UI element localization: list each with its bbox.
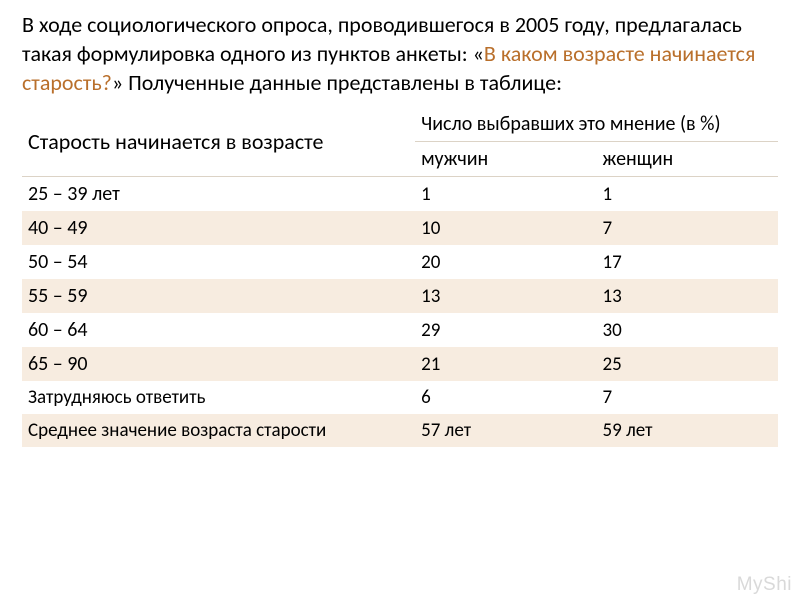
row-label: 55 – 59 bbox=[22, 279, 415, 313]
survey-table: Старость начинается в возрасте Число выб… bbox=[22, 107, 778, 447]
row-label: 40 – 49 bbox=[22, 211, 415, 245]
table-row: 65 – 90 21 25 bbox=[22, 347, 778, 381]
footer-label: Среднее значение возраста старости bbox=[22, 414, 415, 447]
row-women: 30 bbox=[597, 313, 778, 347]
row-women: 7 bbox=[597, 211, 778, 245]
row-women: 17 bbox=[597, 245, 778, 279]
footer-women: 7 bbox=[597, 381, 778, 414]
table-row: 25 – 39 лет 1 1 bbox=[22, 177, 778, 212]
header-group: Число выбравших это мнение (в %) bbox=[415, 107, 778, 142]
row-label: 25 – 39 лет bbox=[22, 177, 415, 212]
table-footer-row: Среднее значение возраста старости 57 ле… bbox=[22, 414, 778, 447]
table-row: 60 – 64 29 30 bbox=[22, 313, 778, 347]
row-men: 21 bbox=[415, 347, 596, 381]
row-men: 29 bbox=[415, 313, 596, 347]
table-row: 55 – 59 13 13 bbox=[22, 279, 778, 313]
row-men: 1 bbox=[415, 177, 596, 212]
row-men: 13 bbox=[415, 279, 596, 313]
table-row: 40 – 49 10 7 bbox=[22, 211, 778, 245]
watermark: MyShi bbox=[737, 574, 792, 596]
row-label: 50 – 54 bbox=[22, 245, 415, 279]
row-label: 60 – 64 bbox=[22, 313, 415, 347]
table-header-row-1: Старость начинается в возрасте Число выб… bbox=[22, 107, 778, 142]
row-women: 1 bbox=[597, 177, 778, 212]
table-footer-row: Затрудняюсь ответить 6 7 bbox=[22, 381, 778, 414]
document-page: В ходе социологического опроса, проводив… bbox=[0, 0, 800, 600]
footer-men: 6 bbox=[415, 381, 596, 414]
row-women: 25 bbox=[597, 347, 778, 381]
header-men: мужчин bbox=[415, 142, 596, 177]
row-label: 65 – 90 bbox=[22, 347, 415, 381]
header-left: Старость начинается в возрасте bbox=[22, 107, 415, 177]
intro-paragraph: В ходе социологического опроса, проводив… bbox=[22, 10, 778, 97]
intro-text-b: » Полученные данные представлены в табли… bbox=[112, 69, 562, 96]
row-men: 20 bbox=[415, 245, 596, 279]
table-row: 50 – 54 20 17 bbox=[22, 245, 778, 279]
footer-men: 57 лет bbox=[415, 414, 596, 447]
row-women: 13 bbox=[597, 279, 778, 313]
header-women: женщин bbox=[597, 142, 778, 177]
footer-women: 59 лет bbox=[597, 414, 778, 447]
row-men: 10 bbox=[415, 211, 596, 245]
footer-label: Затрудняюсь ответить bbox=[22, 381, 415, 414]
